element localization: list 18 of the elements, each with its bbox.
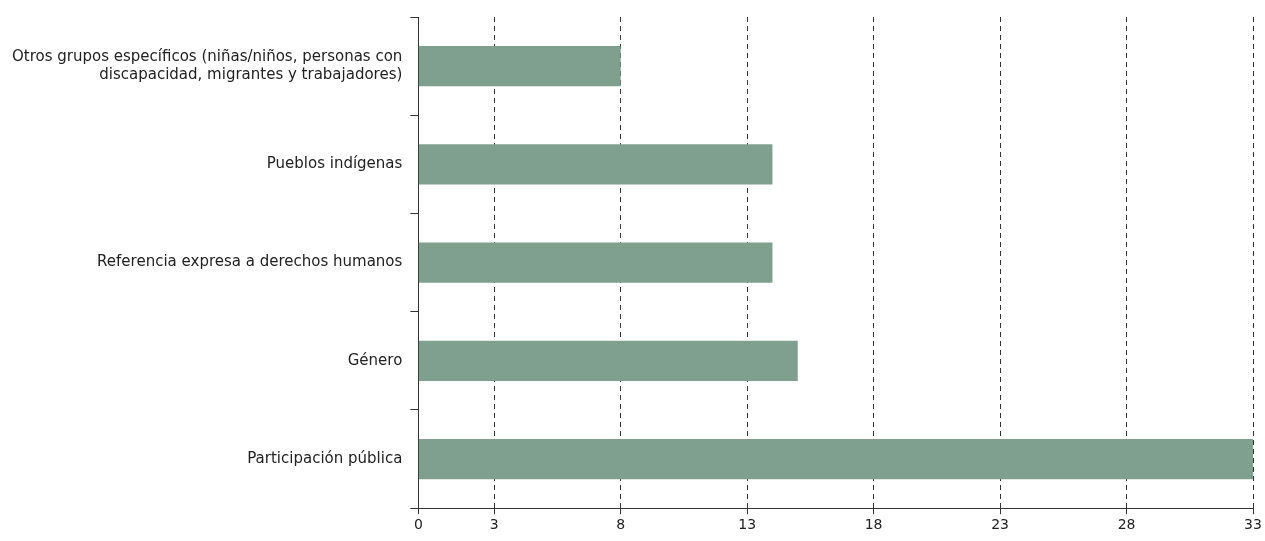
y-tick-label: Referencia expresa a derechos humanos	[97, 252, 403, 271]
y-tick-label: Participación pública	[247, 448, 403, 467]
bar	[418, 340, 798, 381]
y-tick-label: Género	[347, 350, 403, 369]
y-tick-label: Otros grupos específicos (niñas/niños, personas con discapacidad, migrantes y trabajadores)	[11, 47, 403, 84]
x-tick-label: 8	[616, 516, 626, 533]
x-tick-label: 33	[1244, 516, 1262, 533]
x-tick-label: 18	[864, 516, 883, 533]
bar	[418, 45, 621, 87]
x-tick-label: 3	[489, 516, 499, 533]
x-tick-label: 23	[991, 516, 1009, 533]
x-tick-label: 28	[1117, 516, 1136, 533]
bar	[418, 242, 773, 283]
x-tick-label: 0	[413, 516, 423, 533]
x-tick-label: 13	[738, 516, 757, 533]
bar	[418, 144, 773, 185]
y-tick-label: Pueblos indígenas	[266, 154, 403, 173]
bar	[418, 438, 1253, 480]
